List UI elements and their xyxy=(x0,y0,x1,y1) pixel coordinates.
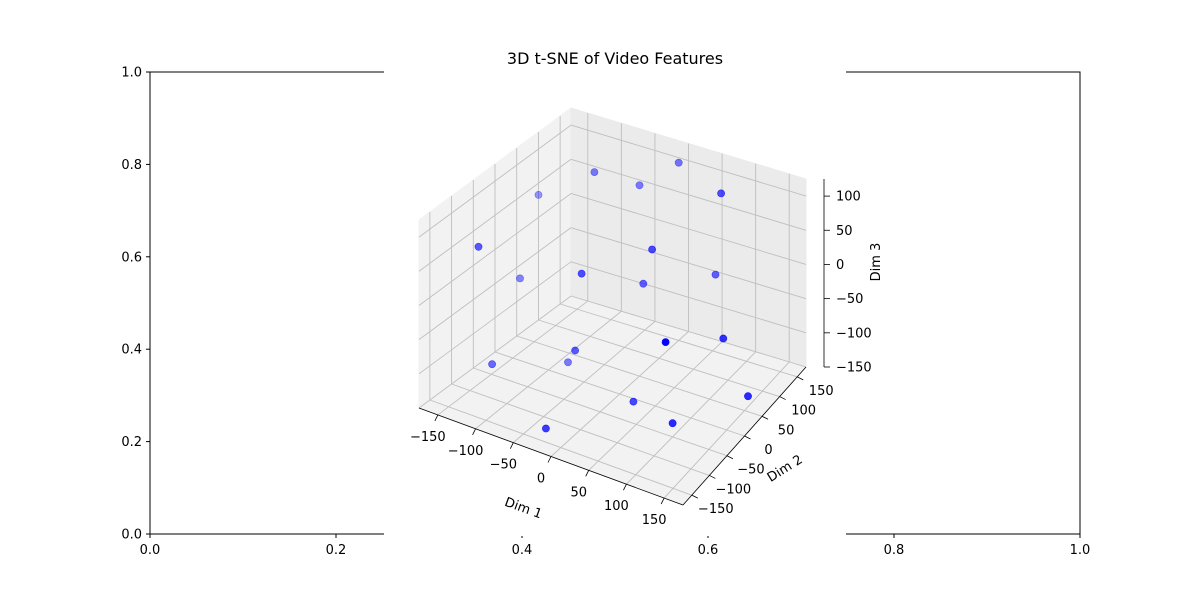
y-tick xyxy=(797,376,804,381)
z-tick-label: 100 xyxy=(836,190,861,205)
y-tick xyxy=(744,435,751,440)
left-wall-grid-line xyxy=(418,227,572,340)
x-tick xyxy=(472,428,476,435)
x-tick-label: −150 xyxy=(410,430,446,445)
back-wall-grid-line xyxy=(570,193,807,265)
scatter-point xyxy=(590,168,599,176)
floor-grid-line xyxy=(473,367,728,457)
back-wall-grid-line xyxy=(570,124,807,197)
y-tick-label: 50 xyxy=(778,423,795,438)
y-tick xyxy=(691,494,698,499)
z-axis-label: Dim 3 xyxy=(869,243,884,282)
y-tick-label: −50 xyxy=(737,463,764,478)
scatter-point xyxy=(488,360,496,369)
scatter-point xyxy=(744,392,752,401)
z-tick-label: 50 xyxy=(836,224,853,239)
scatter-point xyxy=(661,338,670,346)
x-tick xyxy=(434,414,439,422)
3d-axes: −150−100−50050100150−150−100−50050100150… xyxy=(410,107,872,528)
scatter-point xyxy=(719,334,728,343)
x-tick-label: 150 xyxy=(642,513,667,528)
y-tick-label: 100 xyxy=(791,404,816,419)
scatter-point xyxy=(577,269,586,278)
x-tick-label: 100 xyxy=(604,499,629,514)
y-tick-label: −100 xyxy=(715,482,751,497)
background-y-tick-label: 0.8 xyxy=(121,158,142,173)
scatter-point xyxy=(711,270,720,279)
scatter-point xyxy=(534,190,543,199)
background-axes: 0.0 0.2 0.4 0.6 0.8 1.0 0.0 0.2 0.4 0.6 0.8 1.0 xyxy=(121,66,1090,559)
x-tick xyxy=(660,497,665,505)
background-y-tick-label: 0.4 xyxy=(121,343,142,358)
floor-grid-line xyxy=(538,319,780,398)
background-y-tick-label: 0.0 xyxy=(121,528,142,543)
3d-grid xyxy=(418,113,807,499)
x-tick xyxy=(585,470,590,477)
z-tick-label: −100 xyxy=(836,326,872,341)
left-wall-grid-line xyxy=(418,158,572,272)
scatter-point xyxy=(648,245,656,254)
z-tick-label: 0 xyxy=(836,258,844,273)
scatter-point xyxy=(717,189,725,198)
left-wall-grid-line xyxy=(418,295,572,409)
floor-grid-line xyxy=(516,335,763,417)
background-x-tick-label: 0.0 xyxy=(140,543,161,558)
x-tick-label: 50 xyxy=(570,485,587,500)
scatter-point xyxy=(571,346,579,355)
back-wall-grid-line xyxy=(570,227,807,300)
back-wall-grid-line xyxy=(570,261,807,334)
scatter-point xyxy=(542,424,550,433)
background-y-tick-label: 1.0 xyxy=(121,66,142,81)
scatter-point xyxy=(668,419,677,428)
chart-title: 3D t-SNE of Video Features xyxy=(507,49,723,68)
3d-tick-labels: −150−100−50050100150−150−100−50050100150… xyxy=(410,190,872,528)
y-tick-label: 0 xyxy=(764,443,772,458)
left-wall-grid-line xyxy=(418,124,572,238)
scatter-point xyxy=(474,242,483,251)
scatter-point xyxy=(516,274,524,283)
left-wall-grid-line xyxy=(418,261,572,375)
x-tick-label: −50 xyxy=(490,458,517,473)
background-y-tick-label: 0.6 xyxy=(121,250,142,265)
scatter-point xyxy=(639,279,648,288)
floor-grid-line xyxy=(494,351,745,437)
back-wall-grid-line xyxy=(570,158,807,231)
x-tick xyxy=(623,484,627,491)
3d-scatter-points xyxy=(474,158,752,433)
z-tick-label: −150 xyxy=(836,361,872,376)
x-tick xyxy=(547,456,552,463)
y-tick xyxy=(779,396,786,400)
y-tick-label: −150 xyxy=(698,502,734,517)
scatter-point xyxy=(674,158,683,167)
scatter-point xyxy=(635,181,644,190)
scatter-point xyxy=(564,358,572,367)
background-x-tick-label: 1.0 xyxy=(1070,543,1091,558)
y-tick xyxy=(761,415,769,420)
background-y-ticks: 0.0 0.2 0.4 0.6 0.8 1.0 xyxy=(121,66,150,543)
background-x-tick-label: 0.8 xyxy=(884,543,905,558)
floor-grid-line xyxy=(451,383,710,476)
floor-grid-line xyxy=(560,303,798,378)
scatter-point xyxy=(629,397,638,406)
background-x-tick-label: 0.6 xyxy=(698,543,719,558)
x-tick xyxy=(509,442,514,449)
y-tick-label: 150 xyxy=(809,384,834,399)
y-tick xyxy=(726,455,734,460)
background-x-tick-label: 0.2 xyxy=(326,543,347,558)
y-tick xyxy=(709,475,716,479)
back-wall-grid-line xyxy=(570,295,807,368)
x-tick-label: 0 xyxy=(537,472,545,487)
background-x-tick-label: 0.4 xyxy=(512,543,533,558)
left-wall-grid-line xyxy=(418,193,572,306)
floor-grid-line xyxy=(429,399,692,496)
x-tick-label: −100 xyxy=(448,444,484,459)
background-y-tick-label: 0.2 xyxy=(121,435,142,450)
z-tick-label: −50 xyxy=(836,292,863,307)
